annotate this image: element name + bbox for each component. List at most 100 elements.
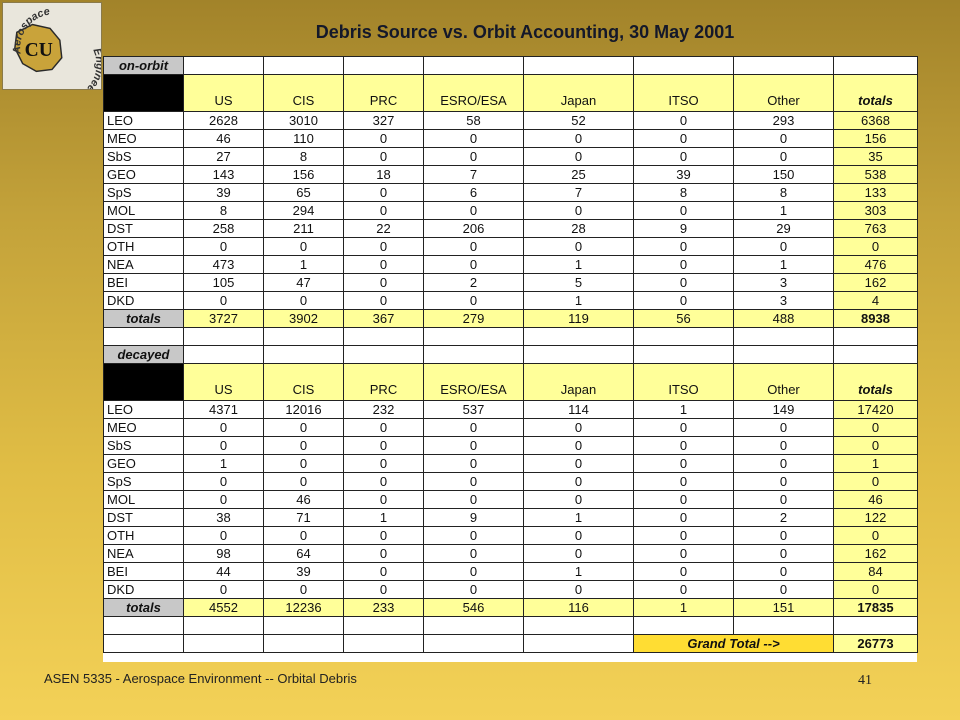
decayed-cell: 0 (183, 580, 264, 599)
decayed-header-corner (103, 363, 184, 401)
decayed-cell: 64 (263, 544, 344, 563)
on-orbit-cell: 47 (263, 273, 344, 292)
decayed-cell: 0 (633, 454, 734, 473)
decayed-cell: 0 (633, 472, 734, 491)
decayed-cell: 1 (523, 562, 634, 581)
decayed-table-row: DST 38 71 1 9 1 0 2 122 (103, 508, 918, 527)
decayed-row-label: SbS (103, 436, 184, 455)
decayed-table-row: NEA 98 64 0 0 0 0 0 162 (103, 544, 918, 563)
decayed-cell: 0 (633, 526, 734, 545)
on-orbit-cell: 303 (833, 201, 918, 220)
decayed-cell: 0 (263, 454, 344, 473)
decayed-blank-row (103, 616, 918, 635)
decayed-cell: 0 (733, 472, 834, 491)
on-orbit-cell: 0 (733, 129, 834, 148)
decayed-section-blank (423, 345, 524, 364)
on-orbit-cell: 3 (733, 291, 834, 310)
on-orbit-section-blank (423, 56, 524, 75)
blank-cell (263, 634, 344, 653)
on-orbit-cell: 258 (183, 219, 264, 238)
on-orbit-total-cell: 488 (733, 309, 834, 328)
on-orbit-cell: 0 (343, 129, 424, 148)
decayed-row-label: MOL (103, 490, 184, 509)
blank-cell (183, 327, 264, 346)
on-orbit-column-header: ITSO (633, 74, 734, 112)
decayed-cell: 39 (263, 562, 344, 581)
on-orbit-row-label: DST (103, 219, 184, 238)
decayed-total-cell: 546 (423, 598, 524, 617)
decayed-total-cell: 17835 (833, 598, 918, 617)
logo-text-lower: Engineering (67, 47, 101, 89)
decayed-cell: 1 (523, 508, 634, 527)
blank-cell (103, 616, 184, 635)
decayed-section-blank (733, 345, 834, 364)
grand-total-value: 26773 (833, 634, 918, 653)
decayed-cell: 0 (263, 436, 344, 455)
on-orbit-cell: 0 (343, 183, 424, 202)
on-orbit-column-header: CIS (263, 74, 344, 112)
decayed-row-label: GEO (103, 454, 184, 473)
on-orbit-table-row: GEO 143 156 18 7 25 39 150 538 (103, 165, 918, 184)
decayed-cell: 0 (343, 490, 424, 509)
decayed-cell: 1 (183, 454, 264, 473)
decayed-cell: 0 (423, 526, 524, 545)
decayed-cell: 0 (733, 562, 834, 581)
decayed-cell: 0 (343, 436, 424, 455)
decayed-section-blank (523, 345, 634, 364)
decayed-section-blank (633, 345, 734, 364)
on-orbit-section-blank (263, 56, 344, 75)
decayed-cell: 122 (833, 508, 918, 527)
decayed-cell: 0 (423, 436, 524, 455)
on-orbit-cell: 27 (183, 147, 264, 166)
on-orbit-cell: 0 (633, 147, 734, 166)
on-orbit-cell: 0 (633, 237, 734, 256)
blank-cell (343, 327, 424, 346)
on-orbit-cell: 0 (523, 129, 634, 148)
on-orbit-cell: 1 (523, 291, 634, 310)
blank-cell (523, 327, 634, 346)
on-orbit-cell: 0 (633, 129, 734, 148)
on-orbit-section-row: on-orbit (103, 56, 918, 75)
blank-cell (183, 616, 264, 635)
decayed-total-cell: 151 (733, 598, 834, 617)
on-orbit-cell: 0 (263, 291, 344, 310)
decayed-cell: 46 (833, 490, 918, 509)
decayed-table-row: DKD 0 0 0 0 0 0 0 0 (103, 580, 918, 599)
on-orbit-cell: 65 (263, 183, 344, 202)
decayed-cell: 0 (633, 580, 734, 599)
on-orbit-row-label: NEA (103, 255, 184, 274)
decayed-cell: 0 (183, 490, 264, 509)
decayed-cell: 0 (183, 436, 264, 455)
decayed-header-row: US CIS PRC ESRO/ESA Japan ITSO Other totals (103, 363, 918, 401)
decayed-cell: 537 (423, 400, 524, 419)
decayed-table-row: BEI 44 39 0 0 1 0 0 84 (103, 562, 918, 581)
decayed-row-label: LEO (103, 400, 184, 419)
on-orbit-cell: 0 (733, 237, 834, 256)
decayed-cell: 0 (733, 436, 834, 455)
decayed-section-blank (343, 345, 424, 364)
decayed-table-row: SpS 0 0 0 0 0 0 0 0 (103, 472, 918, 491)
on-orbit-cell: 39 (633, 165, 734, 184)
on-orbit-row-label: MEO (103, 129, 184, 148)
on-orbit-cell: 1 (523, 255, 634, 274)
on-orbit-header-row: US CIS PRC ESRO/ESA Japan ITSO Other totals (103, 74, 918, 112)
decayed-cell: 162 (833, 544, 918, 563)
on-orbit-table-row: SpS 39 65 0 6 7 8 8 133 (103, 183, 918, 202)
on-orbit-column-header: Other (733, 74, 834, 112)
on-orbit-section-blank (523, 56, 634, 75)
on-orbit-cell: 0 (633, 273, 734, 292)
blank-cell (633, 327, 734, 346)
on-orbit-cell: 28 (523, 219, 634, 238)
on-orbit-total-cell: 8938 (833, 309, 918, 328)
decayed-row-label: DST (103, 508, 184, 527)
blank-cell (733, 327, 834, 346)
blank-cell (423, 634, 524, 653)
on-orbit-cell: 0 (423, 237, 524, 256)
table-body: on-orbit US CIS PRC ESRO/ESA Japan ITSO Other to… (103, 56, 918, 653)
decayed-total-cell: 12236 (263, 598, 344, 617)
on-orbit-section-label: on-orbit (103, 56, 184, 75)
on-orbit-cell: 46 (183, 129, 264, 148)
decayed-cell: 0 (423, 562, 524, 581)
on-orbit-cell: 0 (183, 237, 264, 256)
decayed-cell: 44 (183, 562, 264, 581)
